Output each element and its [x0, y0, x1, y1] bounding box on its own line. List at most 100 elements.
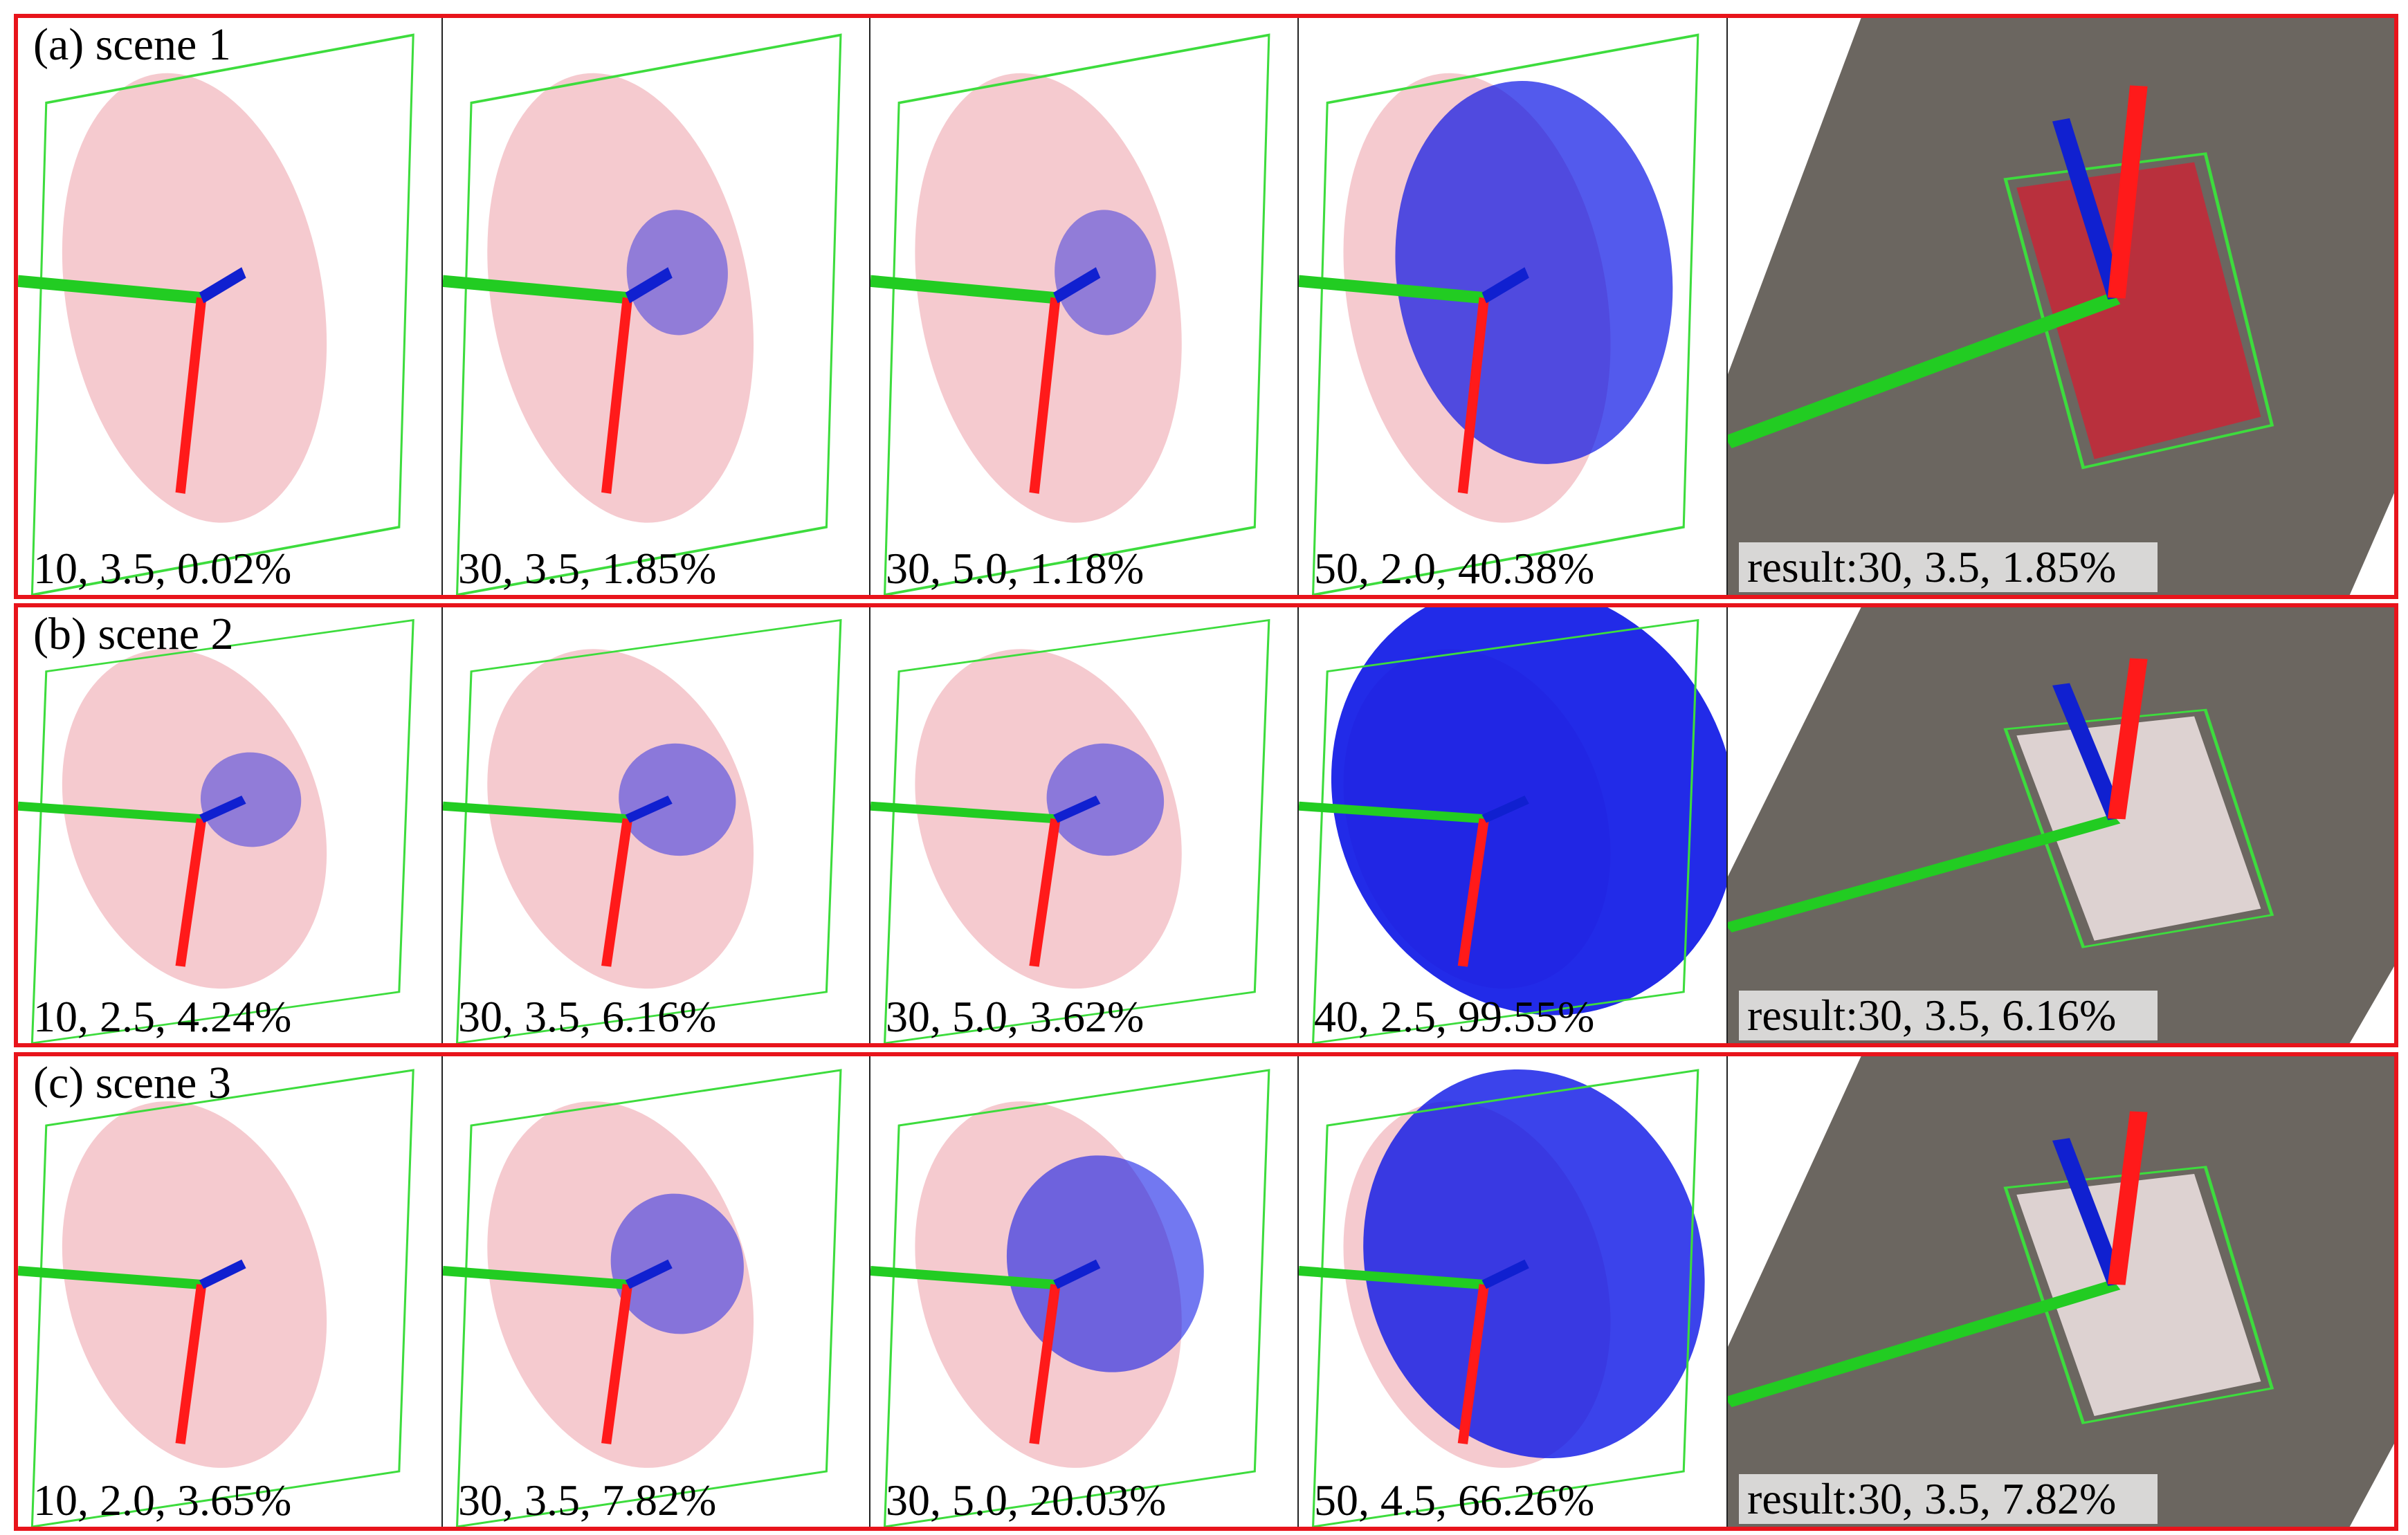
z-axis-arrow: [2052, 683, 2126, 820]
y-axis-arrow: [1728, 291, 2121, 449]
x-axis-arrow: [2107, 1111, 2148, 1285]
parameter-label: 30, 5.0, 20.03%: [886, 1476, 1167, 1525]
scene-1-row: (a) scene 1 10, 3.5, 0.02% 30, 3.5, 1.85% 3…: [14, 14, 2398, 599]
parameter-label: 50, 2.0, 40.38%: [1314, 544, 1595, 593]
parameter-panel: 30, 5.0, 1.18%: [870, 18, 1299, 595]
z-axis-arrow: [199, 1259, 246, 1289]
parameter-panel: 30, 5.0, 3.62%: [870, 607, 1299, 1043]
parameter-label: 30, 5.0, 1.18%: [886, 544, 1144, 593]
parameter-label: 30, 3.5, 1.85%: [458, 544, 717, 593]
y-axis-arrow: [443, 275, 628, 304]
y-axis-arrow: [18, 801, 202, 824]
y-axis-arrow: [1299, 275, 1485, 304]
point-cloud-view: [870, 33, 1270, 595]
outlier-points: [1055, 210, 1156, 336]
bounding-box: [455, 1069, 842, 1527]
result-label: result:30, 3.5, 6.16%: [1739, 991, 2158, 1040]
parameter-label: 30, 3.5, 6.16%: [458, 992, 717, 1041]
parameter-label: 10, 2.5, 4.24%: [33, 992, 292, 1041]
bounding-box: [30, 618, 414, 1043]
x-axis-arrow: [2107, 85, 2148, 299]
scene-title: (c) scene 3: [33, 1058, 231, 1108]
z-axis-arrow: [2052, 118, 2126, 300]
x-axis-arrow: [1029, 297, 1061, 494]
bounding-box: [1312, 618, 1699, 1043]
parameter-panel: (a) scene 1 10, 3.5, 0.02%: [18, 18, 443, 595]
bounding-box: [884, 33, 1270, 595]
result-photo-view: [1728, 1056, 2394, 1527]
point-cloud-view: [443, 618, 842, 1043]
z-axis-arrow: [625, 267, 673, 304]
x-axis-arrow: [175, 297, 207, 494]
outlier-points: [619, 743, 736, 856]
z-axis-arrow: [2052, 1138, 2126, 1286]
result-label: result:30, 3.5, 7.82%: [1739, 1474, 2158, 1524]
point-cloud-view: [443, 33, 842, 595]
parameter-panel: 50, 4.5, 66.26%: [1299, 1056, 1728, 1527]
bounding-box: [30, 33, 414, 595]
outlier-points: [1395, 81, 1673, 464]
x-axis-arrow: [601, 297, 633, 494]
scene-2-row: (b) scene 2 10, 2.5, 4.24% 30, 3.5, 6.16% 3…: [14, 603, 2398, 1047]
z-axis-arrow: [1481, 1259, 1529, 1289]
result-photo-view: [1728, 607, 2394, 1043]
y-axis-arrow: [1728, 814, 2121, 932]
y-axis-arrow: [1299, 801, 1485, 824]
x-axis-arrow: [1029, 818, 1061, 967]
outlier-points: [626, 210, 728, 336]
outlier-points: [200, 752, 302, 847]
bounding-box: [1312, 1069, 1699, 1527]
scene-title: (b) scene 2: [33, 609, 234, 659]
z-axis-arrow: [1053, 267, 1101, 304]
parameter-panel: (b) scene 2 10, 2.5, 4.24%: [18, 607, 443, 1043]
y-axis-arrow: [443, 1266, 628, 1289]
x-axis-arrow: [1457, 818, 1489, 967]
outlier-points: [1331, 607, 1726, 1015]
z-axis-arrow: [199, 796, 246, 823]
x-axis-arrow: [2107, 658, 2148, 820]
parameter-panel: 30, 5.0, 20.03%: [870, 1056, 1299, 1527]
x-axis-arrow: [601, 1284, 633, 1444]
point-cloud-view: [18, 618, 414, 1043]
bounding-box: [455, 618, 842, 1043]
result-photo-view: [1728, 18, 2394, 595]
z-axis-arrow: [199, 267, 246, 304]
detected-object: [2016, 716, 2261, 941]
parameter-label: 30, 5.0, 3.62%: [886, 992, 1144, 1041]
point-cloud-view: [443, 1069, 842, 1527]
y-axis-arrow: [18, 275, 202, 304]
point-cloud-view: [1299, 1069, 1705, 1527]
x-axis-arrow: [1457, 1284, 1489, 1444]
z-axis-arrow: [1481, 796, 1529, 823]
x-axis-arrow: [175, 818, 207, 967]
result-label: result:30, 3.5, 1.85%: [1739, 542, 2158, 592]
detected-object: [2016, 162, 2261, 459]
parameter-panel: 40, 2.5, 99.55%: [1299, 607, 1728, 1043]
x-axis-arrow: [601, 818, 633, 967]
point-cloud-view: [870, 618, 1270, 1043]
x-axis-arrow: [175, 1284, 207, 1444]
result-panel: result:30, 3.5, 7.82%: [1728, 1056, 2394, 1527]
parameter-label: 50, 4.5, 66.26%: [1314, 1476, 1595, 1525]
point-cloud-view: [18, 33, 414, 595]
x-axis-arrow: [1029, 1284, 1061, 1444]
parameter-panel: (c) scene 3 10, 2.0, 3.65%: [18, 1056, 443, 1527]
parameter-panel: 50, 2.0, 40.38%: [1299, 18, 1728, 595]
y-axis-arrow: [870, 275, 1056, 304]
outlier-points: [1363, 1069, 1705, 1459]
parameter-label: 40, 2.5, 99.55%: [1314, 992, 1595, 1041]
y-axis-arrow: [18, 1266, 202, 1289]
parameter-label: 10, 3.5, 0.02%: [33, 544, 292, 593]
z-axis-arrow: [1481, 267, 1529, 304]
bounding-box: [884, 618, 1270, 1043]
scene-title: (a) scene 1: [33, 19, 231, 70]
bounding-box: [455, 33, 842, 595]
scene-3-row: (c) scene 3 10, 2.0, 3.65% 30, 3.5, 7.82% 3…: [14, 1052, 2398, 1531]
bounding-box: [884, 1069, 1270, 1527]
point-cloud-view: [18, 1069, 414, 1527]
bounding-box: [1312, 33, 1699, 595]
y-axis-arrow: [443, 801, 628, 824]
y-axis-arrow: [870, 1266, 1056, 1289]
outlier-points: [1046, 743, 1165, 856]
x-axis-arrow: [1457, 297, 1489, 494]
